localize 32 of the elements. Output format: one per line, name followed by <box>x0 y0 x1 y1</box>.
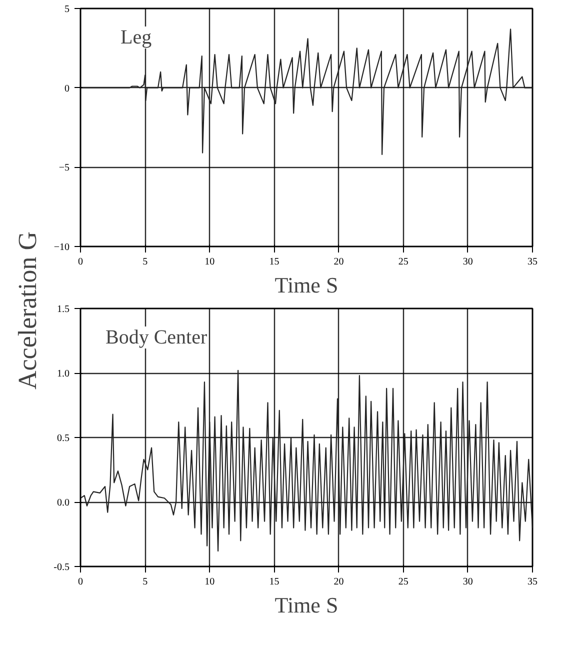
y-tick-label: 0 <box>64 83 70 94</box>
y-tick-label: 5 <box>64 4 70 15</box>
x-tick-label: 35 <box>528 576 538 588</box>
x-tick-label: 35 <box>528 256 538 268</box>
x-tick-label: 0 <box>78 576 83 588</box>
x-tick-label: 0 <box>78 256 83 268</box>
x-tick-label: 5 <box>142 576 148 588</box>
text: Body Center <box>106 326 208 348</box>
y-tick-label: 0.0 <box>57 498 70 508</box>
y-tick-label: −5 <box>58 162 70 174</box>
x-axis-title: Time S <box>274 592 338 618</box>
x-tick-label: 10 <box>204 256 215 268</box>
x-tick-label: 30 <box>462 256 473 268</box>
y-tick-label: 1.0 <box>57 368 70 380</box>
x-axis-title: Time S <box>274 272 338 298</box>
x-tick-label: 10 <box>204 576 215 588</box>
line-series <box>80 370 532 552</box>
x-tick-label: 30 <box>462 576 473 588</box>
x-tick-label: 5 <box>142 256 148 268</box>
x-tick-label: 20 <box>334 256 344 268</box>
line-series <box>80 28 532 156</box>
x-tick-label: 25 <box>398 576 408 588</box>
y-axis-title: Acceleration G <box>13 231 42 390</box>
y-tick-label: 0.5 <box>57 433 70 444</box>
y-tick-label: −10 <box>54 242 70 253</box>
x-tick-label: 20 <box>334 576 344 588</box>
y-tick-label: 1.5 <box>57 304 70 315</box>
text: Leg <box>120 26 152 48</box>
x-tick-label: 15 <box>269 256 280 268</box>
x-tick-label: 25 <box>398 256 408 268</box>
x-tick-label: 15 <box>269 576 280 588</box>
y-tick-label: -0.5 <box>54 562 70 573</box>
